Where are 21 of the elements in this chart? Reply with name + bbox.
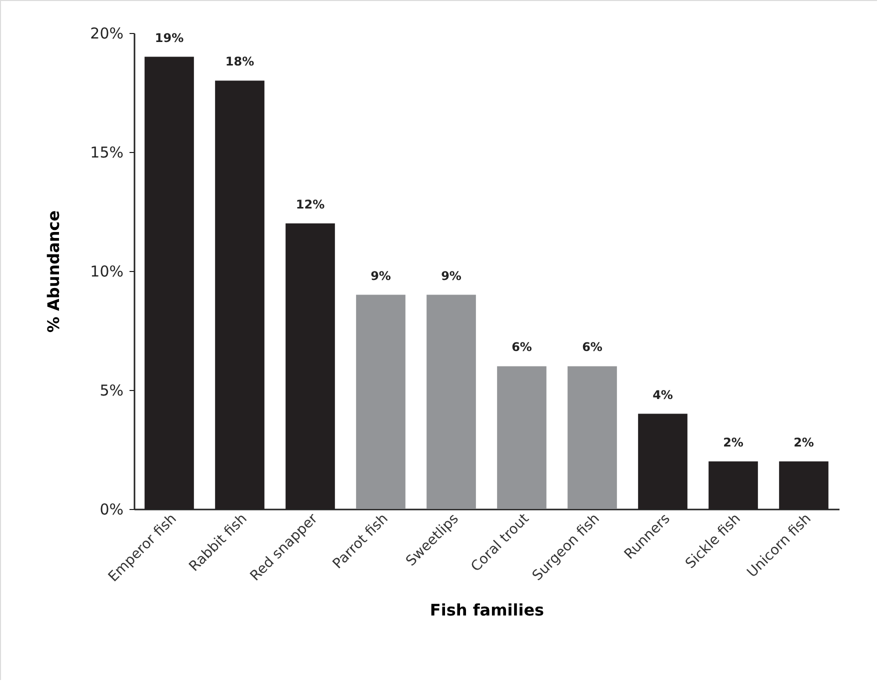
bar: [356, 294, 406, 509]
data-label: 12%: [296, 197, 325, 212]
data-label: 4%: [652, 388, 673, 402]
data-label: 2%: [794, 435, 814, 450]
x-axis-title: Fish families: [430, 600, 544, 620]
data-label: 2%: [723, 435, 744, 450]
bar: [568, 366, 617, 509]
data-label: 18%: [225, 54, 254, 69]
y-tick-label: 0%: [100, 500, 124, 518]
y-axis-title: % Abundance: [44, 210, 64, 333]
data-label: 6%: [582, 340, 602, 354]
y-tick-label: 20%: [90, 24, 124, 42]
y-tick-label: 5%: [100, 382, 124, 400]
y-tick-label: 15%: [90, 144, 124, 162]
data-label: 6%: [512, 340, 532, 354]
bar: [497, 366, 546, 509]
bar: [426, 294, 476, 509]
y-tick-label: 10%: [90, 262, 124, 280]
data-label: 19%: [154, 30, 184, 45]
data-label: 9%: [441, 268, 462, 283]
data-label: 9%: [370, 268, 391, 283]
